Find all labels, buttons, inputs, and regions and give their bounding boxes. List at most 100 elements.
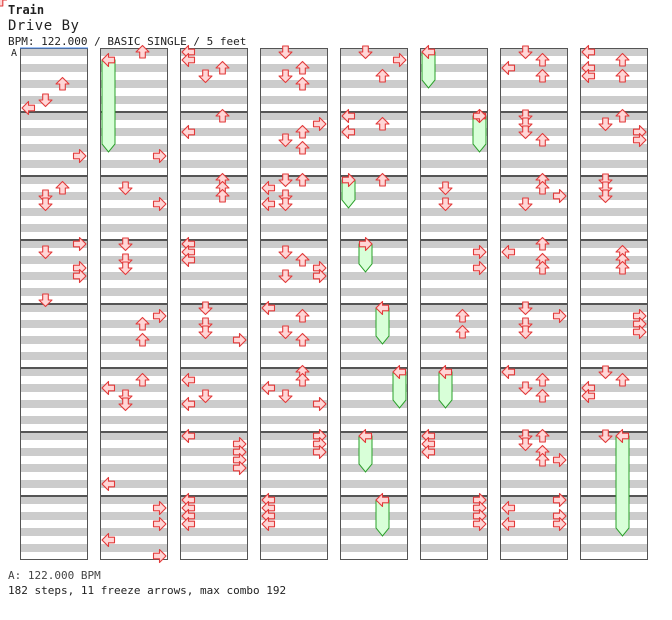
beat-stripe <box>500 272 568 280</box>
beat-stripe <box>580 480 648 488</box>
arrow-down <box>118 261 133 276</box>
freeze-arrow <box>392 364 407 409</box>
beat-stripe <box>420 112 488 120</box>
beat-stripe <box>100 464 168 472</box>
beat-stripe <box>260 384 328 392</box>
beat-stripe <box>580 304 648 312</box>
arrow-down <box>598 181 613 196</box>
beat-stripe <box>420 512 488 520</box>
arrow-down <box>278 189 293 204</box>
beat-stripe <box>260 48 328 56</box>
freeze-body <box>615 435 630 537</box>
measure-box <box>420 368 488 432</box>
beat-stripe <box>500 464 568 472</box>
beat-stripe <box>100 176 168 184</box>
beat-stripe <box>420 176 488 184</box>
chart-column <box>260 48 328 560</box>
beat-stripe <box>500 544 568 552</box>
beat-stripe <box>340 96 408 104</box>
beat-stripe <box>420 272 488 280</box>
beat-stripe <box>420 208 488 216</box>
arrow-down <box>518 109 533 124</box>
beat-stripe <box>500 384 568 392</box>
beat-stripe <box>20 480 88 488</box>
arrow-right <box>232 332 247 348</box>
beat-stripe <box>20 64 88 72</box>
arrow-up <box>535 452 550 467</box>
beat-stripe <box>420 240 488 248</box>
beat-stripe <box>580 224 648 232</box>
beat-stripe <box>100 144 168 152</box>
beat-stripe <box>260 80 328 88</box>
beat-stripe <box>180 480 248 488</box>
beat-stripe <box>260 528 328 536</box>
arrow-right <box>312 116 327 132</box>
arrow-up <box>535 260 550 275</box>
beat-stripe <box>180 544 248 552</box>
beat-stripe <box>340 544 408 552</box>
beat-stripe <box>20 544 88 552</box>
arrow-down <box>278 173 293 188</box>
arrow-left <box>101 532 116 548</box>
measure-box <box>340 432 408 496</box>
beat-stripe <box>100 496 168 504</box>
freeze-arrow <box>341 172 356 209</box>
beat-stripe <box>340 128 408 136</box>
arrow-down <box>518 325 533 340</box>
beat-stripe <box>420 96 488 104</box>
arrow-up <box>295 124 310 139</box>
arrow-down <box>118 389 133 404</box>
beat-stripe <box>580 368 648 376</box>
beat-stripe <box>260 432 328 440</box>
measure-box <box>340 176 408 240</box>
arrow-up <box>295 60 310 75</box>
arrow-left <box>341 124 356 140</box>
freeze-arrow <box>358 428 373 473</box>
beat-stripe <box>180 48 248 56</box>
measure-box <box>260 240 328 304</box>
arrow-up <box>215 108 230 123</box>
beat-stripe <box>420 144 488 152</box>
beat-stripe <box>20 448 88 456</box>
arrow-right <box>472 516 487 532</box>
beat-stripe <box>100 288 168 296</box>
beat-stripe <box>100 320 168 328</box>
beat-stripe <box>580 160 648 168</box>
beat-stripe <box>580 288 648 296</box>
arrow-up <box>295 140 310 155</box>
arrow-left <box>181 52 196 68</box>
beat-stripe <box>100 48 168 56</box>
measure-box <box>340 496 408 560</box>
measure-box <box>100 432 168 496</box>
beat-stripe <box>420 256 488 264</box>
beat-stripe <box>500 416 568 424</box>
measure-box <box>500 48 568 112</box>
beat-stripe <box>340 528 408 536</box>
beat-stripe <box>100 160 168 168</box>
chart-column <box>340 48 408 560</box>
arrow-left <box>358 428 373 444</box>
arrow-up <box>535 132 550 147</box>
arrow-down <box>118 237 133 252</box>
arrow-right <box>632 324 647 340</box>
beat-stripe <box>100 128 168 136</box>
measure-box <box>100 48 168 112</box>
beat-stripe <box>260 112 328 120</box>
arrow-up <box>375 172 390 187</box>
arrow-left <box>421 44 436 60</box>
beat-stripe <box>100 480 168 488</box>
arrow-down <box>278 197 293 212</box>
beat-stripe <box>260 416 328 424</box>
chart-column <box>100 48 168 560</box>
beat-stripe <box>260 352 328 360</box>
beat-stripe <box>180 80 248 88</box>
arrow-up <box>455 324 470 339</box>
beat-stripe <box>180 304 248 312</box>
beat-stripe <box>420 496 488 504</box>
arrow-down <box>198 325 213 340</box>
beat-stripe <box>100 384 168 392</box>
arrow-down <box>518 429 533 444</box>
measure-box <box>100 368 168 432</box>
arrow-down <box>38 197 53 212</box>
beat-stripe <box>100 96 168 104</box>
